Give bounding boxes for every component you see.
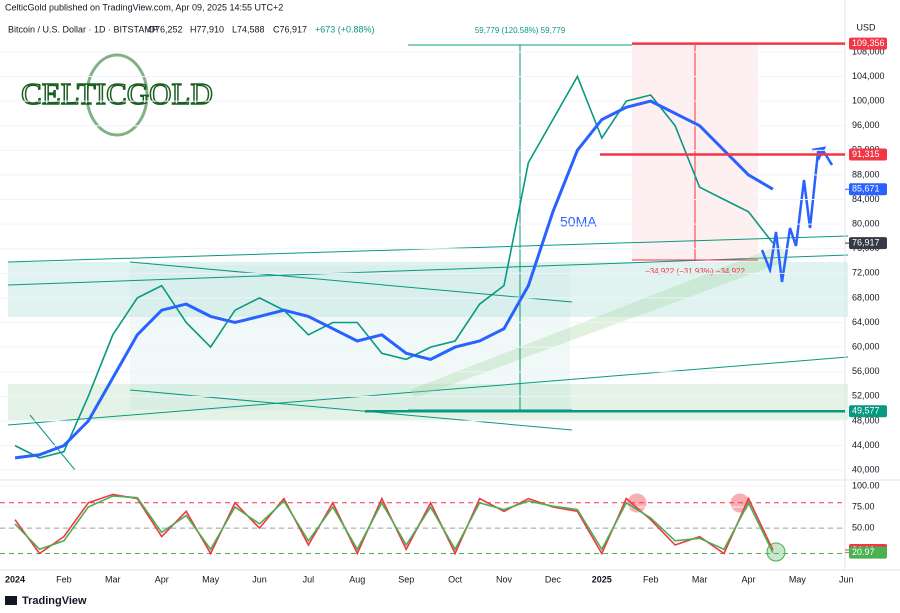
level-tag <box>849 183 887 196</box>
x-tick-label: Apr <box>741 574 755 584</box>
level-label: 109,356 <box>852 38 885 48</box>
x-tick-label: Oct <box>448 574 463 584</box>
trend-arrow <box>410 245 790 398</box>
y-tick-label: 88,000 <box>852 169 880 179</box>
y-tick-label: 60,000 <box>852 342 880 352</box>
y-tick-label: 96,000 <box>852 120 880 130</box>
x-tick-label: 2024 <box>5 574 25 584</box>
y-tick-label: 40,000 <box>852 465 880 475</box>
level-tag <box>849 237 887 250</box>
x-tick-label: 2025 <box>592 574 612 584</box>
zone <box>8 262 848 317</box>
logo: CELTICGOLD <box>21 76 213 111</box>
x-tick-label: Nov <box>496 574 513 584</box>
footer-logo <box>5 596 17 605</box>
y-tick-label: 80,000 <box>852 219 880 229</box>
x-tick-label: Aug <box>349 574 365 584</box>
x-tick-label: May <box>202 574 220 584</box>
x-tick-label: Feb <box>643 574 659 584</box>
logo-knot <box>85 53 149 137</box>
level-label: 85,671 <box>852 184 880 194</box>
projection <box>760 150 834 283</box>
level-label: 91,315 <box>852 149 880 159</box>
y-tick-label: 108,000 <box>852 46 885 56</box>
open: O76,252 <box>148 24 183 34</box>
level-label: 20.97 <box>852 547 875 557</box>
x-tick-label: Sep <box>398 574 414 584</box>
x-tick-label: Mar <box>105 574 121 584</box>
x-tick-label: Mar <box>692 574 708 584</box>
y-tick-label: 44,000 <box>852 440 880 450</box>
x-tick-label: Apr <box>155 574 169 584</box>
x-tick-label: Jul <box>303 574 315 584</box>
y-tick-label: 50.00 <box>852 523 875 533</box>
x-tick-label: May <box>789 574 807 584</box>
currency: USD <box>856 22 876 32</box>
series-line <box>14 99 774 460</box>
change: +673 (+0.88%) <box>315 24 375 34</box>
x-tick-label: Dec <box>545 574 562 584</box>
series-line <box>14 74 774 459</box>
x-tick-label: Jun <box>252 574 267 584</box>
x-tick-label: Jun <box>839 574 854 584</box>
projection <box>811 146 827 161</box>
high: H77,910 <box>190 24 224 34</box>
low: L74,588 <box>232 24 265 34</box>
y-tick-label: 48,000 <box>852 415 880 425</box>
trendline <box>7 356 849 426</box>
annotation: 59,779 (120.58%) 59,779 <box>475 26 566 35</box>
close: C76,917 <box>273 24 307 34</box>
x-tick-label: Feb <box>56 574 72 584</box>
series-line <box>14 495 774 554</box>
y-tick-label: 52,000 <box>852 391 880 401</box>
y-tick-label: 100,000 <box>852 95 885 105</box>
y-tick-label: 75.00 <box>852 501 875 511</box>
ma-label: 50MA <box>560 214 597 230</box>
y-tick-label: 64,000 <box>852 317 880 327</box>
level-tag <box>849 148 887 161</box>
level-label: 76,917 <box>852 237 880 247</box>
trendline <box>129 261 573 303</box>
level-tag <box>849 546 887 559</box>
y-tick-label: 100.00 <box>852 480 880 490</box>
y-tick-label: 104,000 <box>852 71 885 81</box>
y-tick-label: 72,000 <box>852 268 880 278</box>
footer: TradingView <box>22 595 87 607</box>
level-tag <box>849 405 887 418</box>
symbol: Bitcoin / U.S. Dollar · 1D · BITSTAMP <box>8 24 158 34</box>
trendline <box>29 414 76 471</box>
y-tick-label: 68,000 <box>852 292 880 302</box>
y-tick-label: 56,000 <box>852 366 880 376</box>
annotation: −34,922 (−31.93%) −34,922 <box>645 267 745 276</box>
y-tick-label: 84,000 <box>852 194 880 204</box>
level-label: 49,577 <box>852 406 880 416</box>
published: CelticGold published on TradingView.com,… <box>5 2 283 12</box>
level-tag <box>849 37 887 50</box>
